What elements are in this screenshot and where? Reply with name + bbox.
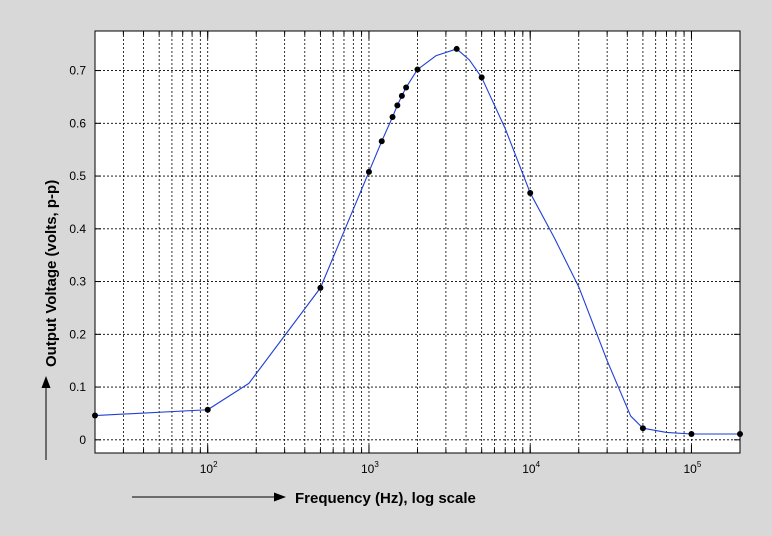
data-point <box>317 284 324 291</box>
data-point <box>688 431 695 438</box>
data-point <box>414 66 421 73</box>
axis-ticks: 0 0.1 0.2 0.3 0.4 0.5 0.6 0.7 102 103 104 105 <box>69 31 740 476</box>
data-point <box>478 74 485 81</box>
data-point <box>398 92 405 99</box>
y-tick-label: 0.7 <box>69 64 86 78</box>
x-tick-label: 105 <box>683 460 701 476</box>
y-tick-label: 0.4 <box>69 222 86 236</box>
data-point <box>394 102 401 109</box>
data-point <box>527 189 534 196</box>
y-tick-label: 0.6 <box>69 116 86 130</box>
data-point <box>365 168 372 175</box>
x-tick-label: 104 <box>522 460 540 476</box>
series-layer <box>92 45 743 438</box>
plot-area <box>95 31 740 453</box>
y-tick-label: 0.3 <box>69 275 86 289</box>
y-tick-label: 0.2 <box>69 327 86 341</box>
y-tick-label: 0 <box>79 433 86 447</box>
y-tick-label: 0.1 <box>69 380 86 394</box>
data-point <box>378 138 385 145</box>
data-point <box>639 425 646 432</box>
data-point <box>204 406 211 413</box>
data-point <box>453 45 460 52</box>
data-point <box>403 84 410 91</box>
x-axis-arrow <box>132 492 286 502</box>
y-tick-label: 0.5 <box>69 169 86 183</box>
x-axis-label: Frequency (Hz), log scale <box>295 490 476 507</box>
grid-lines <box>95 31 740 453</box>
y-axis-arrow <box>41 376 51 460</box>
x-tick-label: 102 <box>200 460 218 476</box>
data-point <box>389 113 396 120</box>
x-tick-label: 103 <box>361 460 379 476</box>
y-axis-label: Output Voltage (volts, p-p) <box>43 180 60 367</box>
